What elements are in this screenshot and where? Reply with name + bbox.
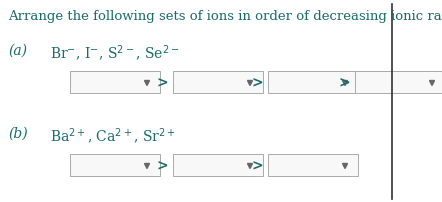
FancyBboxPatch shape: [70, 154, 160, 176]
FancyBboxPatch shape: [355, 72, 442, 94]
Text: >: >: [156, 76, 168, 89]
Polygon shape: [343, 164, 347, 169]
Text: (a): (a): [8, 44, 27, 58]
FancyBboxPatch shape: [173, 72, 263, 94]
Text: >: >: [251, 76, 263, 89]
Text: >: >: [251, 158, 263, 172]
Polygon shape: [248, 81, 252, 86]
Text: >: >: [156, 158, 168, 172]
FancyBboxPatch shape: [70, 72, 160, 94]
Text: (b): (b): [8, 126, 27, 140]
Polygon shape: [145, 81, 149, 86]
Polygon shape: [430, 81, 434, 86]
FancyBboxPatch shape: [173, 154, 263, 176]
FancyBboxPatch shape: [268, 154, 358, 176]
Polygon shape: [343, 81, 347, 86]
Text: >: >: [338, 76, 350, 89]
FancyBboxPatch shape: [268, 72, 358, 94]
Text: Arrange the following sets of ions in order of decreasing ionic radii.: Arrange the following sets of ions in or…: [8, 10, 442, 23]
Polygon shape: [145, 164, 149, 169]
Text: Ba$^{2+}$, Ca$^{2+}$, Sr$^{2+}$: Ba$^{2+}$, Ca$^{2+}$, Sr$^{2+}$: [50, 126, 175, 146]
Text: Br$^{-}$, I$^{-}$, S$^{2-}$, Se$^{2-}$: Br$^{-}$, I$^{-}$, S$^{2-}$, Se$^{2-}$: [50, 44, 179, 64]
Polygon shape: [248, 164, 252, 169]
